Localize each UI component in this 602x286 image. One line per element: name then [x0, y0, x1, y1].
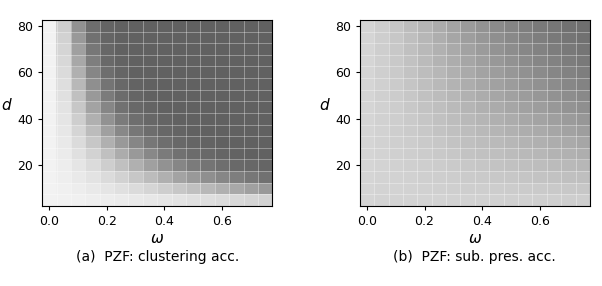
X-axis label: ω: ω — [468, 231, 481, 246]
X-axis label: ω: ω — [151, 231, 164, 246]
Y-axis label: d: d — [1, 98, 11, 113]
Text: (a)  PZF: clustering acc.: (a) PZF: clustering acc. — [76, 251, 239, 264]
Y-axis label: d: d — [319, 98, 329, 113]
Text: (b)  PZF: sub. pres. acc.: (b) PZF: sub. pres. acc. — [394, 251, 556, 264]
